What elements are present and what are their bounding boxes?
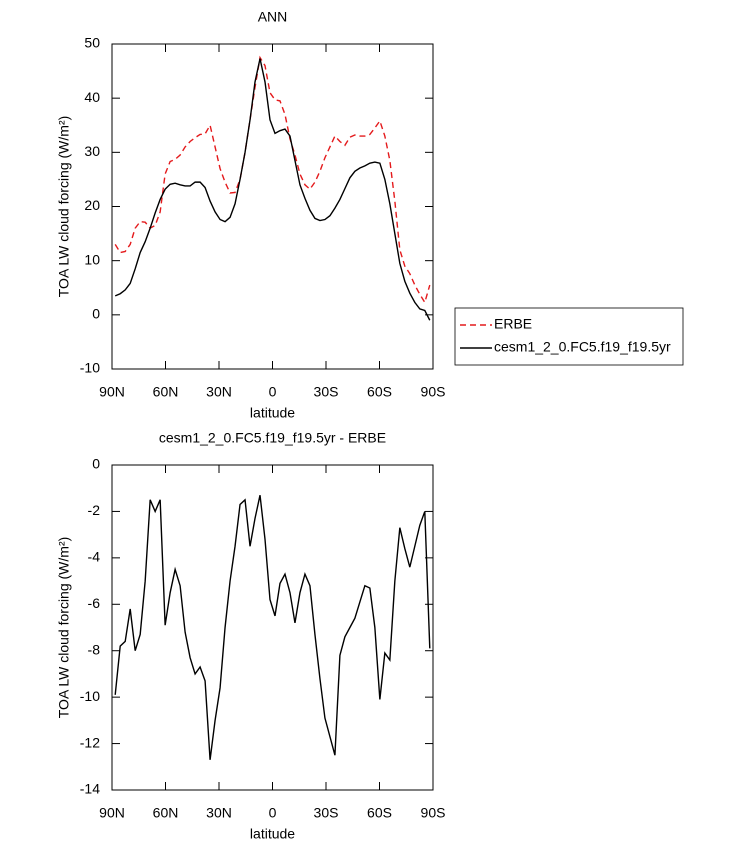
x-tick-label: 30S [314,805,339,821]
y-tick-label: -14 [80,781,100,797]
y-tick-label: 0 [92,306,100,322]
x-tick-label: 90S [421,805,446,821]
x-tick-label: 30N [206,805,232,821]
y-tick-label: -10 [80,360,100,376]
y-tick-label: 20 [84,197,100,213]
y-tick-label: -10 [80,688,100,704]
legend-label: ERBE [494,316,532,332]
x-tick-label: 60S [367,384,392,400]
x-tick-label: 0 [269,384,277,400]
y-axis-label: TOA LW cloud forcing (W/m²) [56,116,72,298]
x-axis-label: latitude [250,826,295,842]
plot-frame [111,464,434,791]
y-tick-label: 40 [84,89,100,105]
x-tick-label: 90N [99,805,125,821]
x-tick-label: 60N [153,384,179,400]
legend-label: cesm1_2_0.FC5.f19_f19.5yr [494,339,671,355]
x-tick-label: 60N [153,805,179,821]
y-tick-label: -2 [88,502,101,518]
y-tick-label: -12 [80,734,100,750]
x-axis-label: latitude [250,405,295,421]
y-axis-label: TOA LW cloud forcing (W/m²) [56,537,72,719]
chart-title: cesm1_2_0.FC5.f19_f19.5yr - ERBE [159,430,386,446]
y-tick-label: -6 [88,595,101,611]
y-tick-label: 30 [84,143,100,159]
y-tick-label: 10 [84,251,100,267]
x-tick-label: 90N [99,384,125,400]
y-tick-label: 50 [84,35,100,51]
x-tick-label: 0 [269,805,277,821]
y-tick-label: 0 [92,456,100,472]
chart-title: ANN [258,9,288,25]
x-tick-label: 60S [367,805,392,821]
data-line [114,55,431,305]
data-line [114,58,431,321]
x-tick-label: 30S [314,384,339,400]
x-tick-label: 90S [421,384,446,400]
x-tick-label: 30N [206,384,232,400]
legend-box [454,307,684,366]
plot-frame [111,43,434,370]
data-line [114,495,431,760]
y-tick-label: -8 [88,641,101,657]
y-tick-label: -4 [88,549,101,565]
